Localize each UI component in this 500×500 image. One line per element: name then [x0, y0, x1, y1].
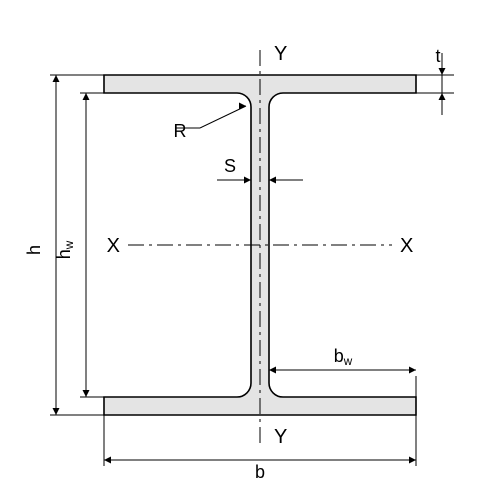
svg-text:X: X: [107, 235, 120, 257]
svg-text:S: S: [224, 156, 236, 176]
ibeam-diagram: Y Y X Xhhw b bw t S R: [0, 0, 500, 500]
svg-text:h: h: [24, 245, 44, 255]
svg-text:b: b: [255, 462, 265, 482]
svg-text:Y: Y: [274, 426, 287, 448]
svg-text:hw: hw: [54, 240, 76, 259]
svg-text:X: X: [400, 235, 413, 257]
svg-text:R: R: [174, 121, 187, 141]
svg-text:Y: Y: [274, 43, 287, 65]
svg-text:t: t: [435, 46, 440, 66]
svg-text:bw: bw: [334, 346, 353, 368]
